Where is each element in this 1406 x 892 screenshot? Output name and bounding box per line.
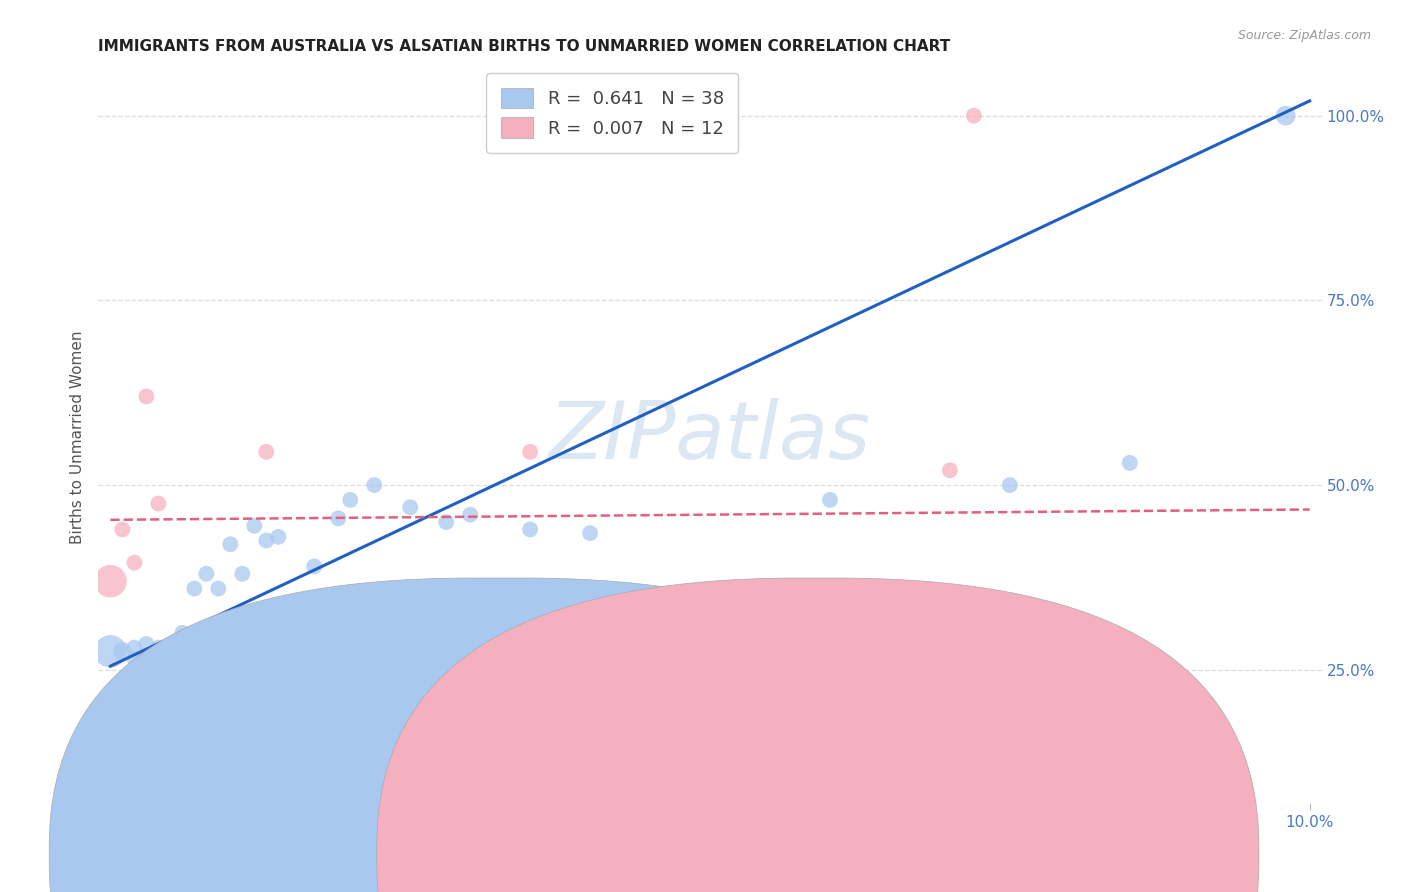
- Point: [172, 637, 194, 651]
- Legend: R =  0.641   N = 38, R =  0.007   N = 12: R = 0.641 N = 38, R = 0.007 N = 12: [486, 73, 738, 153]
- Point: [219, 537, 242, 551]
- Point: [458, 508, 481, 522]
- Point: [304, 559, 326, 574]
- Point: [195, 566, 218, 581]
- Text: Alsatians: Alsatians: [846, 848, 917, 863]
- Point: [638, 692, 661, 706]
- Point: [135, 389, 157, 403]
- Point: [111, 523, 134, 537]
- Point: [339, 492, 361, 507]
- Point: [124, 651, 146, 665]
- Point: [363, 478, 385, 492]
- Point: [135, 637, 157, 651]
- Point: [124, 640, 146, 655]
- Point: [159, 651, 181, 665]
- Point: [1274, 109, 1296, 123]
- Point: [148, 640, 170, 655]
- Point: [148, 497, 170, 511]
- Point: [482, 663, 505, 677]
- Point: [399, 500, 422, 515]
- Point: [183, 582, 205, 596]
- Point: [148, 656, 170, 670]
- Point: [254, 533, 277, 548]
- Point: [159, 648, 181, 662]
- Point: [759, 740, 782, 755]
- Y-axis label: Births to Unmarried Women: Births to Unmarried Women: [69, 330, 84, 544]
- Point: [172, 625, 194, 640]
- Point: [207, 582, 229, 596]
- Point: [278, 611, 301, 625]
- Text: Immigrants from Australia: Immigrants from Australia: [534, 848, 735, 863]
- Text: ZIPatlas: ZIPatlas: [548, 398, 872, 476]
- Point: [519, 445, 541, 459]
- Point: [278, 711, 301, 725]
- Text: Source: ZipAtlas.com: Source: ZipAtlas.com: [1237, 29, 1371, 42]
- Point: [183, 630, 205, 644]
- Point: [254, 445, 277, 459]
- Point: [434, 515, 457, 529]
- Point: [111, 644, 134, 658]
- Point: [135, 648, 157, 662]
- Point: [135, 651, 157, 665]
- Point: [124, 556, 146, 570]
- Text: IMMIGRANTS FROM AUSTRALIA VS ALSATIAN BIRTHS TO UNMARRIED WOMEN CORRELATION CHAR: IMMIGRANTS FROM AUSTRALIA VS ALSATIAN BI…: [98, 38, 950, 54]
- Point: [267, 530, 290, 544]
- Point: [1119, 456, 1142, 470]
- Point: [339, 711, 361, 725]
- Point: [998, 478, 1021, 492]
- Point: [100, 574, 122, 589]
- Point: [579, 526, 602, 541]
- Point: [939, 463, 962, 477]
- Point: [231, 566, 253, 581]
- Point: [328, 511, 350, 525]
- Point: [100, 644, 122, 658]
- Point: [963, 109, 986, 123]
- Point: [818, 492, 841, 507]
- Point: [519, 523, 541, 537]
- Point: [243, 518, 266, 533]
